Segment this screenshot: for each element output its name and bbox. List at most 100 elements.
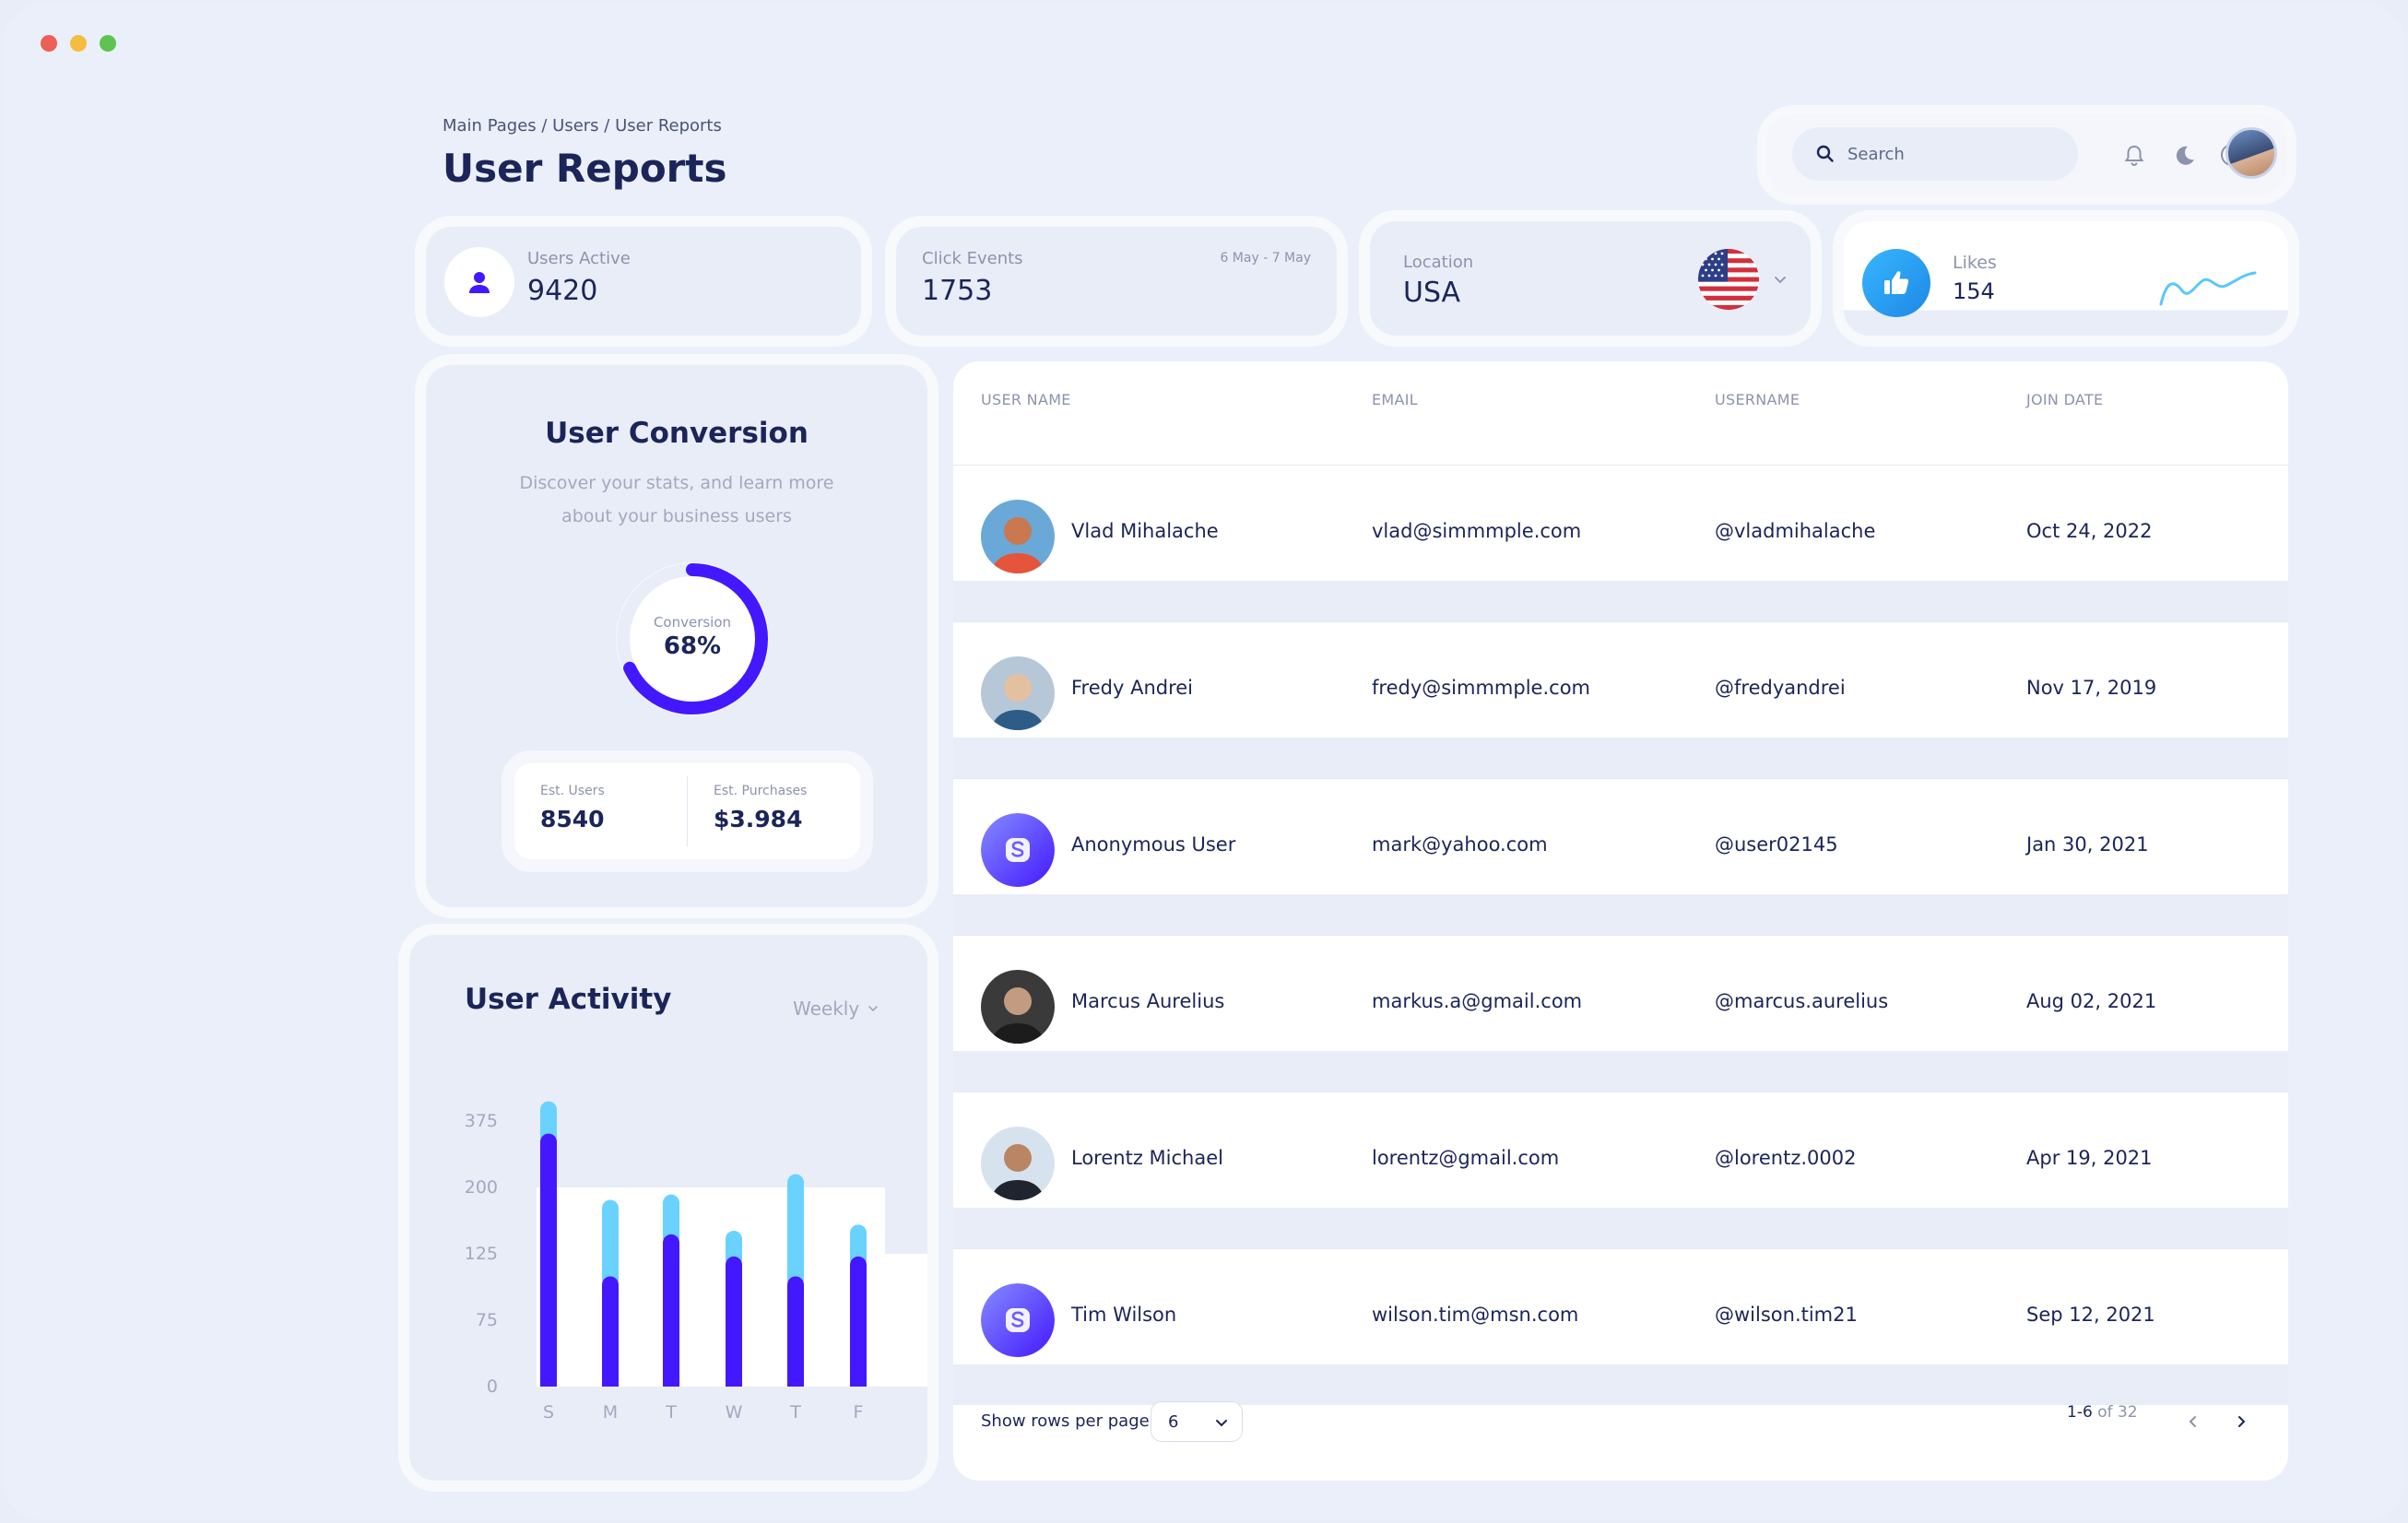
table-row[interactable]: Marcus Aurelius markus.a@gmail.com @marcus… [953,935,2288,1092]
est-purchases-value: $3.984 [714,806,803,832]
activity-period-value: Weekly [793,998,860,1020]
row-divider [953,621,2288,622]
cell-user-name: Anonymous User [1071,833,1236,856]
y-tick-label: 200 [465,1177,498,1198]
row-band [953,738,2288,778]
click-events-date-range[interactable]: 6 May - 7 May [1220,251,1311,266]
rows-per-page-label: Show rows per page [981,1411,1150,1431]
cell-username: @vladmihalache [1715,520,1876,542]
header-user-name[interactable]: USER NAME [981,391,1071,408]
bar-segment-top[interactable] [602,1199,619,1288]
close-window-button[interactable] [41,35,57,52]
bar-segment-bottom[interactable] [726,1256,742,1387]
minimize-window-button[interactable] [70,35,87,52]
cell-email: mark@yahoo.com [1372,833,1548,856]
profile-avatar[interactable] [2225,127,2277,179]
bar-base [850,1377,867,1387]
moon-icon[interactable] [2170,142,2198,170]
bar-segment-top[interactable] [787,1174,804,1288]
row-avatar [981,1283,1055,1357]
pagination-total: of 32 [2097,1403,2138,1422]
bar-segment-bottom[interactable] [540,1133,557,1387]
bar-segment-top[interactable] [540,1101,557,1145]
row-band [953,1364,2288,1405]
row-avatar [981,813,1055,887]
users-active-value: 9420 [527,275,598,307]
table-row[interactable]: Vlad Mihalache vlad@simmmple.com @vladmiha… [953,465,2288,621]
conversion-title: User Conversion [545,417,809,450]
conversion-donut: Conversion 68% [614,561,771,717]
user-avatar-icon [981,970,1055,1044]
top-toolbar [1766,114,2287,195]
cell-user-name: Lorentz Michael [1071,1147,1223,1169]
y-tick-label: 0 [487,1376,498,1397]
chevron-down-icon [868,1006,878,1012]
header-username[interactable]: USERNAME [1715,391,1800,408]
row-avatar [981,1127,1055,1200]
bell-icon[interactable] [2120,142,2148,170]
search-input[interactable] [1847,144,2069,164]
location-card[interactable]: Location USA [1370,221,1811,336]
chevron-down-icon[interactable] [1772,271,1788,288]
conversion-donut-value: 68% [663,632,722,660]
row-band [953,1051,2288,1092]
next-page-icon[interactable] [2229,1410,2253,1434]
bar-segment-top[interactable] [663,1194,679,1246]
header-join-date[interactable]: JOIN DATE [2026,391,2104,408]
breadcrumb[interactable]: Main Pages / Users / User Reports [443,116,722,136]
users-active-card: Users Active 9420 [426,227,861,336]
cell-username: @lorentz.0002 [1715,1147,1857,1169]
x-tick-label: S [543,1402,554,1423]
cell-user-name: Marcus Aurelius [1071,990,1225,1012]
table-row[interactable]: Anonymous User mark@yahoo.com @user02145 Ja… [953,778,2288,935]
location-label: Location [1403,253,1474,272]
est-purchases-label: Est. Purchases [714,784,808,798]
like-icon-badge [1862,249,1930,317]
row-avatar [981,500,1055,573]
x-tick-label: T [665,1402,677,1423]
bar-base [602,1377,619,1387]
y-tick-label: 75 [476,1310,498,1330]
cell-username: @user02145 [1715,833,1838,856]
conversion-description: Discover your stats, and learn more abou… [519,473,834,526]
click-events-value: 1753 [922,275,993,307]
user-avatar-icon [981,656,1055,730]
activity-period-dropdown[interactable]: Weekly [793,998,879,1020]
bar-segment-bottom[interactable] [663,1234,679,1387]
search-box[interactable] [1792,127,2078,181]
user-icon-badge [444,247,514,317]
cell-join-date: Sep 12, 2021 [2026,1304,2155,1326]
users-table: USER NAME EMAIL USERNAME JOIN DATE Vlad … [953,361,2288,1481]
row-band [953,894,2288,935]
table-row[interactable]: Fredy Andrei fredy@simmmple.com @fredyandr… [953,621,2288,778]
simmmple-logo-icon [981,813,1055,887]
cell-email: vlad@simmmple.com [1372,520,1582,542]
click-events-label: Click Events [922,249,1023,268]
rows-per-page-value: 6 [1168,1411,1179,1432]
bar-segment-top[interactable] [850,1224,867,1268]
table-row[interactable]: Lorentz Michael lorentz@gmail.com @lorentz… [953,1092,2288,1248]
user-avatar-icon [981,500,1055,573]
table-row[interactable]: Tim Wilson wilson.tim@msn.com @wilson.tim2… [953,1248,2288,1405]
cell-email: markus.a@gmail.com [1372,990,1583,1012]
conversion-donut-label: Conversion [653,614,732,631]
bar-segment-bottom[interactable] [850,1256,867,1387]
prev-page-icon[interactable] [2181,1410,2205,1434]
thumbs-up-icon [1884,271,1909,294]
maximize-window-button[interactable] [100,35,116,52]
bar-segment-bottom[interactable] [602,1276,619,1387]
bar-segment-bottom[interactable] [787,1276,804,1387]
window-controls [41,35,116,52]
row-divider [953,1248,2288,1249]
header-email[interactable]: EMAIL [1372,391,1418,408]
cell-email: wilson.tim@msn.com [1372,1304,1579,1326]
rows-per-page-select[interactable]: 6 [1151,1401,1243,1442]
cell-user-name: Vlad Mihalache [1071,520,1219,542]
cell-join-date: Nov 17, 2019 [2026,677,2157,699]
row-band [953,1208,2288,1248]
click-events-card: Click Events 6 May - 7 May 1753 [896,227,1337,336]
x-tick-label: M [603,1402,618,1423]
row-band [953,581,2288,621]
simmmple-logo-icon [981,1283,1055,1357]
location-value: USA [1403,277,1461,309]
